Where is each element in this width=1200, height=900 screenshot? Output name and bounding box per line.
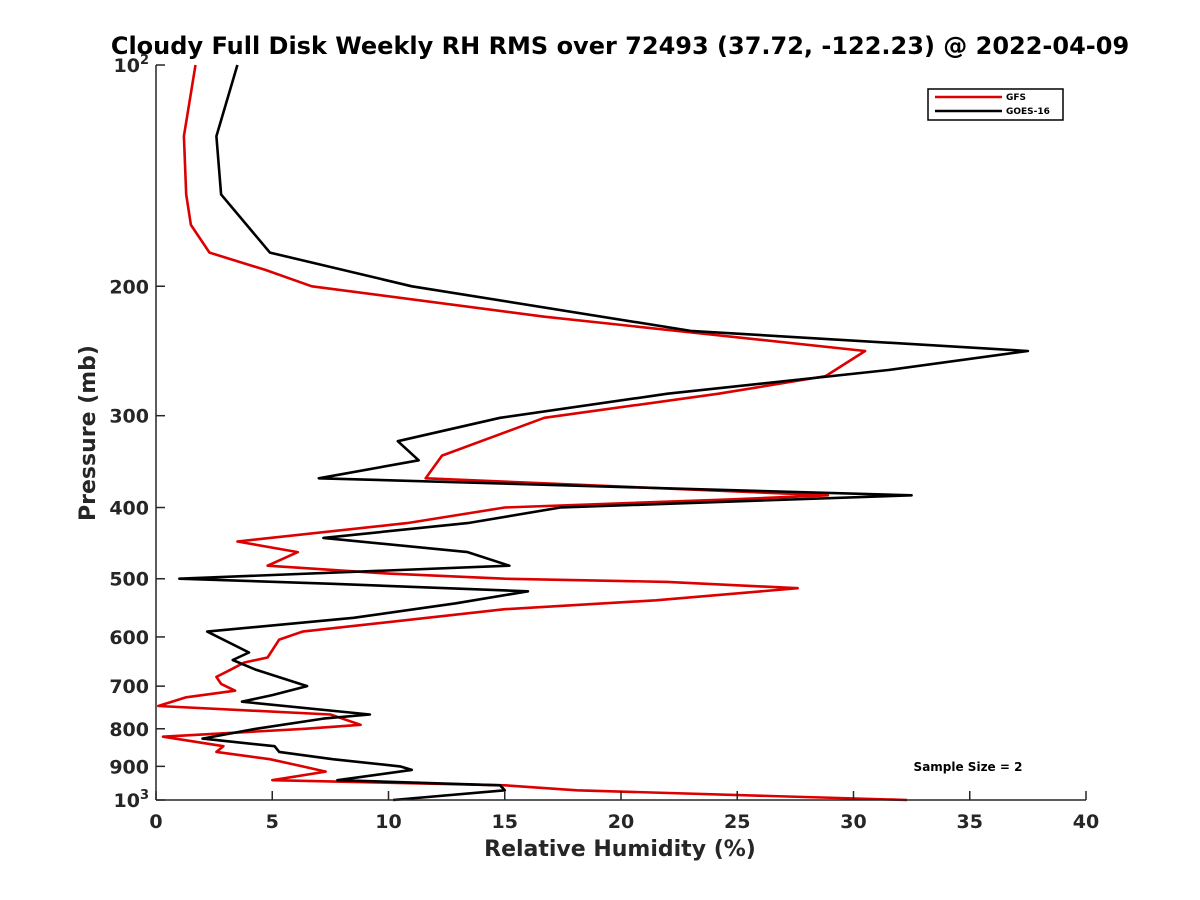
- x-tick-label: 20: [608, 811, 634, 833]
- x-axis-label: Relative Humidity (%): [484, 837, 756, 862]
- y-axis-label: Pressure (mb): [76, 345, 101, 521]
- series-line-goes16: [178, 64, 1030, 802]
- y-tick-label: 600: [109, 627, 149, 649]
- x-tick-label: 15: [492, 811, 518, 833]
- y-tick-label: 102: [114, 53, 150, 77]
- y-tick-label: 800: [109, 719, 149, 741]
- y-tick-label: 103: [114, 788, 150, 812]
- x-tick-label: 30: [840, 811, 866, 833]
- x-tick-label: 0: [149, 811, 162, 833]
- x-tick-label: 5: [266, 811, 279, 833]
- sample-size-annotation: Sample Size = 2: [914, 760, 1023, 774]
- y-tick-label: 300: [109, 406, 149, 428]
- y-tick-label: 900: [109, 756, 149, 778]
- legend-box: [927, 88, 1064, 121]
- x-tick-label: 25: [724, 811, 750, 833]
- y-tick-label: 500: [109, 569, 149, 591]
- legend-label-goes16: GOES-16: [1006, 107, 1050, 117]
- y-tick-label: 700: [109, 676, 149, 698]
- series-layer: [157, 64, 1030, 802]
- series-line-gfs: [157, 64, 908, 802]
- x-tick-label: 10: [375, 811, 401, 833]
- legend-label-gfs: GFS: [1006, 93, 1026, 103]
- x-tick-label: 40: [1073, 811, 1099, 833]
- axes-layer: 0 5 10 15 20 25 30 35 40 102 200 300 400 500 600 700 800…: [109, 53, 1099, 833]
- y-tick-label: 400: [109, 498, 149, 520]
- y-tick-label: 200: [109, 276, 149, 298]
- chart-title: Cloudy Full Disk Weekly RH RMS over 7249…: [111, 32, 1129, 60]
- legend: GFS GOES-16: [927, 88, 1064, 121]
- x-tick-label: 35: [957, 811, 983, 833]
